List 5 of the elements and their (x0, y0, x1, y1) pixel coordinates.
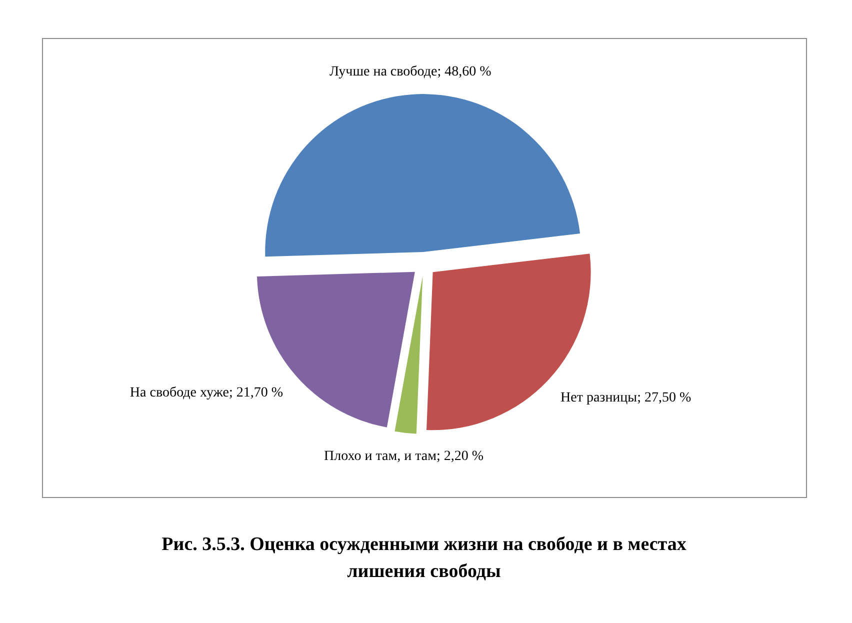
slice-label: Плохо и там, и там; 2,20 % (324, 448, 484, 464)
slice-label: Лучше на свободе; 48,60 % (330, 64, 492, 80)
slice-label: Нет разницы; 27,50 % (560, 390, 692, 406)
slice-label: На свободе хуже; 21,70 % (130, 385, 284, 400)
text: Рис. 3.5.3. Оценка осужденными жизни на свободе и в местах лишения свободы (162, 534, 687, 582)
